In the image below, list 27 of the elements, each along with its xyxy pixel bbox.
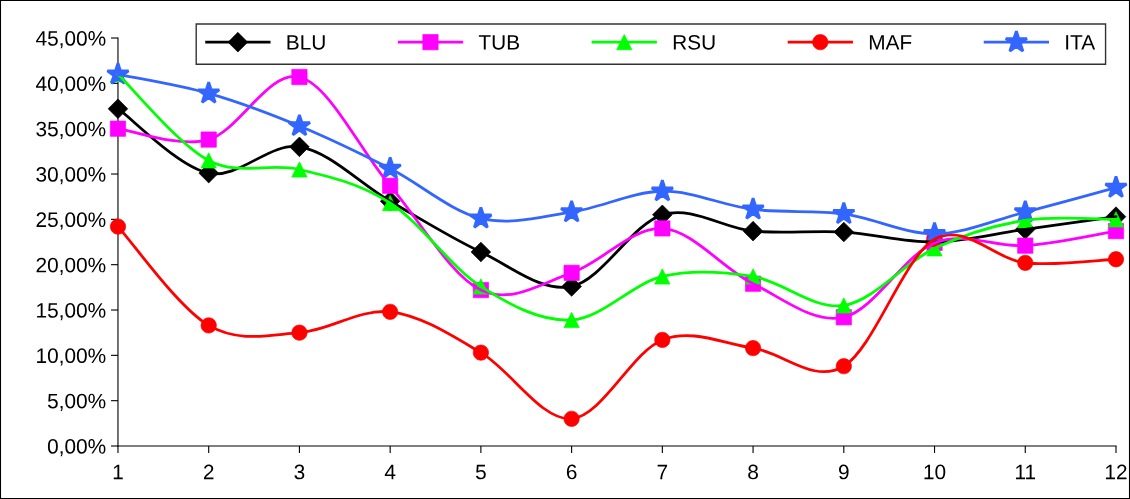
y-tick-label: 35,00%	[36, 121, 106, 139]
y-tick-label: 0,00%	[47, 439, 106, 457]
x-tick-label: 6	[566, 464, 577, 480]
x-tick-label: 9	[838, 464, 849, 480]
x-tick-label: 12	[1105, 464, 1127, 480]
y-tick-label: 20,00%	[36, 257, 106, 275]
legend-label: BLU	[287, 35, 325, 50]
x-tick-label: 11	[1016, 464, 1036, 480]
y-tick-label: 15,00%	[37, 303, 106, 321]
legend-label: MAF	[869, 35, 912, 50]
x-tick-label: 4	[384, 464, 396, 480]
legend-label: RSU	[673, 34, 715, 50]
y-tick-label: 40,00%	[35, 76, 106, 94]
y-tick-label: 25,00%	[36, 212, 106, 230]
x-tick-label: 3	[294, 464, 305, 480]
x-tick-label: 2	[203, 464, 214, 480]
x-tick-label: 5	[475, 464, 486, 480]
x-tick-label: 1	[113, 464, 123, 480]
x-tick-label: 10	[924, 464, 946, 480]
legend-label: TUB	[478, 35, 519, 50]
x-tick-label: 8	[748, 464, 758, 480]
legend-label: ITA	[1066, 35, 1096, 50]
y-tick-label: 5,00%	[47, 393, 106, 411]
y-tick-label: 45,00%	[35, 31, 106, 49]
x-tick-label: 7	[657, 464, 668, 480]
y-tick-label: 30,00%	[36, 167, 106, 185]
y-tick-label: 10,00%	[37, 348, 106, 366]
